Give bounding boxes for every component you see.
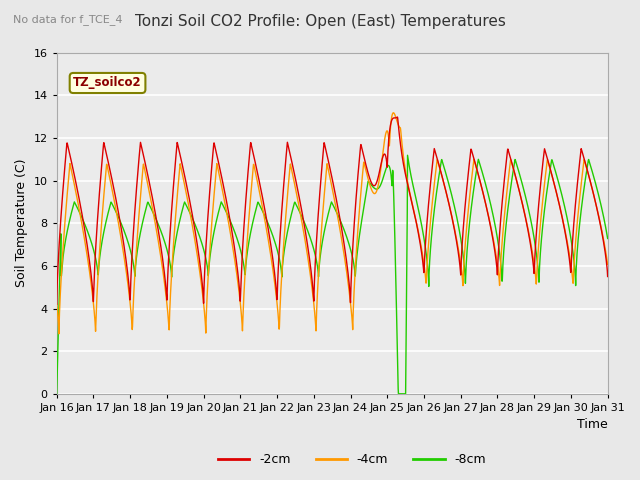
Legend: -2cm, -4cm, -8cm: -2cm, -4cm, -8cm [213, 448, 491, 471]
Text: Tonzi Soil CO2 Profile: Open (East) Temperatures: Tonzi Soil CO2 Profile: Open (East) Temp… [134, 14, 506, 29]
Text: TZ_soilco2: TZ_soilco2 [73, 76, 142, 89]
X-axis label: Time: Time [577, 419, 607, 432]
Text: No data for f_TCE_4: No data for f_TCE_4 [13, 14, 122, 25]
Y-axis label: Soil Temperature (C): Soil Temperature (C) [15, 159, 28, 288]
